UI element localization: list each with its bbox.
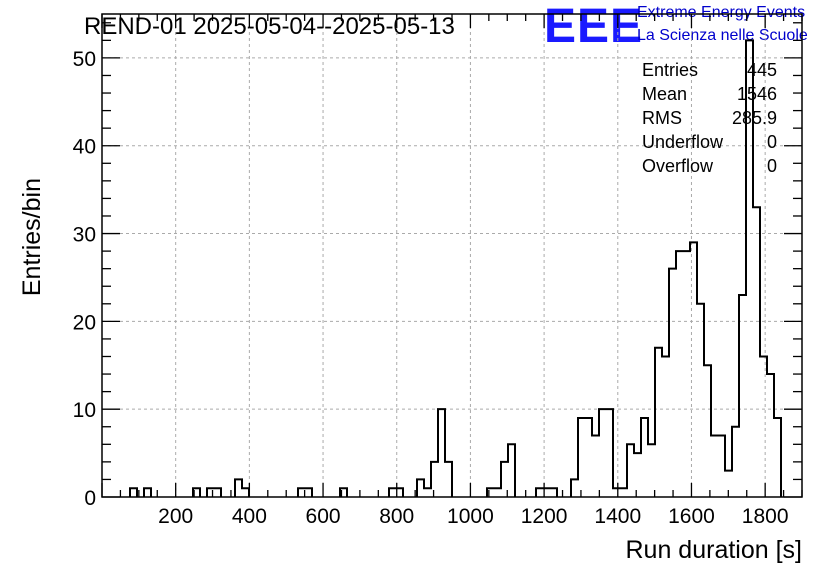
x-tick-label: 600 — [306, 505, 341, 528]
stats-label: Entries — [642, 60, 698, 80]
x-tick-label: 800 — [379, 505, 414, 528]
histogram-bin — [676, 251, 683, 497]
y-tick-label: 10 — [73, 399, 96, 422]
histogram-bin — [438, 409, 445, 497]
stats-value: 445 — [747, 60, 777, 80]
histogram-bin — [487, 488, 494, 497]
histogram-bin — [235, 479, 242, 497]
histogram-bin — [739, 295, 746, 497]
y-tick-label: 20 — [73, 311, 96, 334]
histogram-bin — [550, 488, 557, 497]
histogram-bin — [634, 453, 641, 497]
histogram-bin — [690, 242, 697, 497]
x-tick-label: 1200 — [521, 505, 568, 528]
histogram-bin — [578, 418, 585, 497]
stats-label: Underflow — [642, 132, 724, 152]
logo-line-1: Extreme Energy Events — [637, 4, 805, 21]
y-tick-label: 30 — [73, 224, 96, 247]
y-tick-label: 40 — [73, 136, 96, 159]
histogram-bin — [606, 409, 613, 497]
histogram-bin — [599, 409, 606, 497]
histogram-bin — [494, 488, 501, 497]
logo-letters: EEE — [544, 0, 643, 53]
stats-box: Entries 445 Mean 1546 RMS 285.9 Underflow 0 Over… — [642, 60, 777, 176]
histogram-bin — [431, 462, 438, 497]
histogram-bin — [585, 418, 592, 497]
y-tick-label: 0 — [84, 487, 96, 510]
histogram-bin — [298, 488, 305, 497]
histogram-bin — [571, 479, 578, 497]
histogram-bin — [718, 436, 725, 497]
histogram-bin — [613, 488, 620, 497]
x-tick-label: 1800 — [742, 505, 789, 528]
histogram-bin — [774, 418, 781, 497]
histogram-bin — [655, 348, 662, 497]
histogram-bin — [445, 462, 452, 497]
histogram-bin — [305, 488, 312, 497]
stats-value: 0 — [767, 132, 777, 152]
logo-line-2: La Scienza nelle Scuole — [637, 27, 808, 44]
histogram-bin — [242, 488, 249, 497]
histogram-bin — [508, 444, 515, 497]
histogram-bin — [214, 488, 221, 497]
stats-label: Mean — [642, 84, 687, 104]
histogram-bin — [424, 488, 431, 497]
histogram-bin — [144, 488, 151, 497]
histogram-bin — [697, 304, 704, 497]
histogram-bin — [648, 444, 655, 497]
histogram-outline — [129, 39, 782, 497]
histogram-bin — [592, 436, 599, 497]
histogram-bin — [669, 269, 676, 497]
histogram-bin — [662, 356, 669, 497]
stats-value: 0 — [767, 156, 777, 176]
chart-title: REND-01 2025-05-04--2025-05-13 — [84, 13, 455, 40]
x-tick-label: 1400 — [594, 505, 641, 528]
x-tick-label: 1600 — [668, 505, 715, 528]
x-tick-label: 1000 — [447, 505, 494, 528]
axis-ticks — [101, 14, 803, 498]
x-axis-title: Run duration [s] — [626, 536, 803, 564]
x-tick-label: 400 — [232, 505, 267, 528]
histogram — [129, 39, 782, 497]
histogram-bin — [130, 488, 137, 497]
x-tick-labels: 200 400 600 800 1000 1200 1400 1600 1800 — [158, 505, 788, 528]
histogram-bin — [767, 374, 774, 497]
y-tick-labels: 0 10 20 30 40 50 — [73, 48, 96, 510]
y-axis-title: Entries/bin — [18, 178, 46, 296]
eee-logo: EEE Extreme Energy Events La Scienza nel… — [544, 0, 808, 53]
histogram-bin — [417, 479, 424, 497]
y-tick-label: 50 — [73, 48, 96, 71]
stats-label: RMS — [642, 108, 682, 128]
histogram-bin — [536, 488, 543, 497]
histogram-bin — [683, 251, 690, 497]
stats-value: 1546 — [737, 84, 777, 104]
histogram-bin — [389, 488, 396, 497]
histogram-bin — [620, 488, 627, 497]
grid-lines — [102, 14, 802, 497]
histogram-bin — [753, 207, 760, 497]
histogram-bin — [641, 418, 648, 497]
stats-label: Overflow — [642, 156, 714, 176]
histogram-bin — [732, 427, 739, 497]
x-tick-label: 200 — [158, 505, 193, 528]
histogram-bin — [711, 436, 718, 497]
histogram-bin — [760, 356, 767, 497]
stats-value: 285.9 — [732, 108, 777, 128]
histogram-bin — [704, 365, 711, 497]
histogram-bin — [627, 444, 634, 497]
